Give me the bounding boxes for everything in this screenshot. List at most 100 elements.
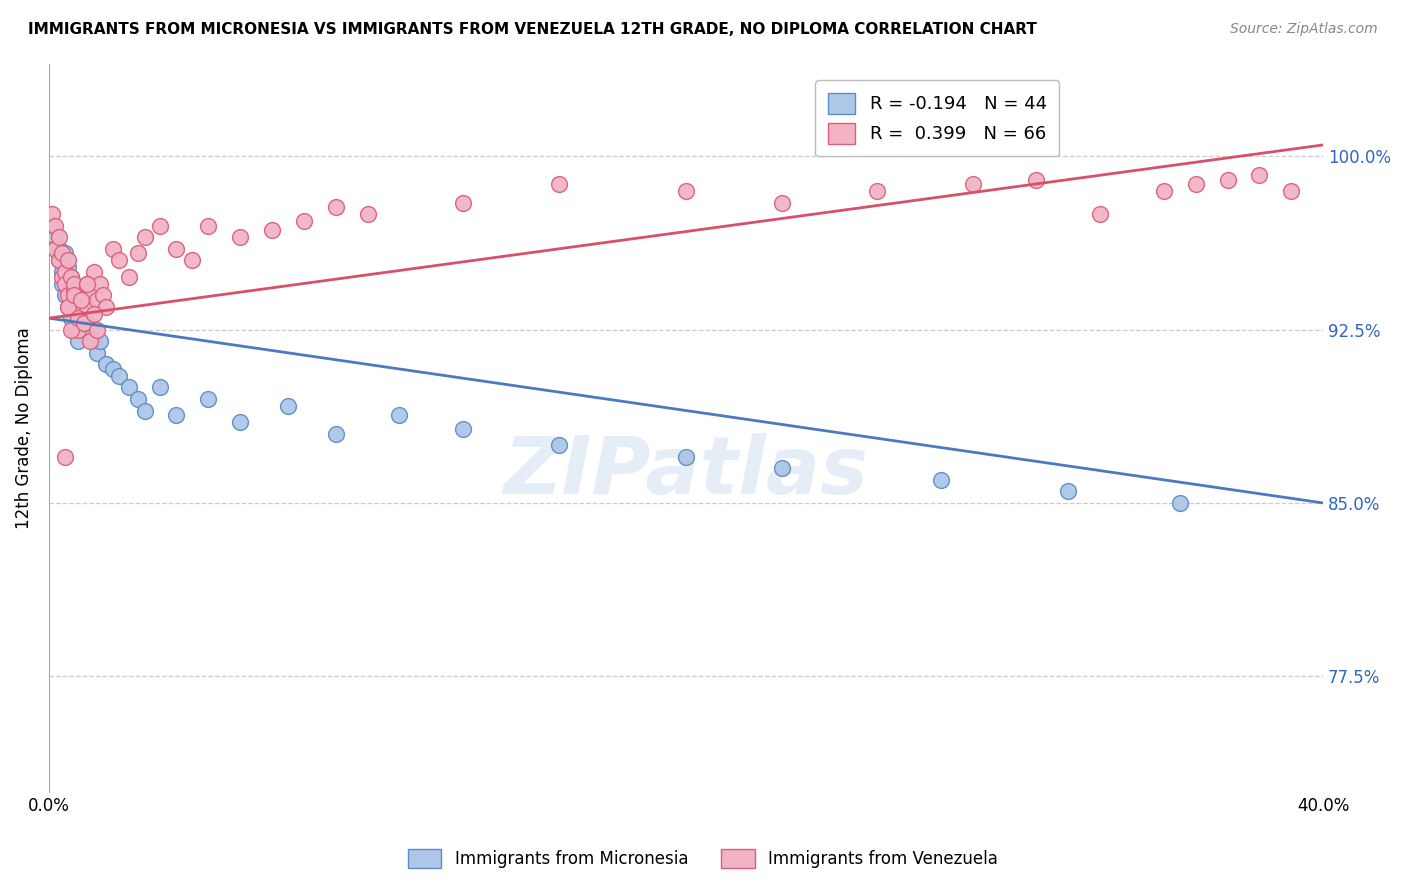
Point [60,323,83,337]
Point [83,334,105,349]
Point [60,311,83,326]
Point [69,293,91,307]
Point [56,288,79,302]
Point [229,415,252,429]
Point [79,323,101,337]
Point [53,277,76,291]
Point [69,288,91,302]
Point [117,380,139,394]
Point [770,461,793,475]
Point [1216,172,1239,186]
Point [76,316,98,330]
Point [73,316,96,330]
Point [165,242,187,256]
Legend: R = -0.194   N = 44, R =  0.399   N = 66: R = -0.194 N = 44, R = 0.399 N = 66 [815,80,1059,156]
Text: IMMIGRANTS FROM MICRONESIA VS IMMIGRANTS FROM VENEZUELA 12TH GRADE, NO DIPLOMA C: IMMIGRANTS FROM MICRONESIA VS IMMIGRANTS… [28,22,1038,37]
Point [41,219,63,233]
Point [44,230,66,244]
Point [51,269,73,284]
Point [181,253,204,268]
Point [86,293,108,307]
Point [53,265,76,279]
Point [63,284,86,298]
Point [86,323,108,337]
Point [96,357,118,371]
Point [53,246,76,260]
Point [51,277,73,291]
Point [1168,496,1191,510]
Point [63,284,86,298]
Point [44,242,66,256]
Point [76,277,98,291]
Point [770,195,793,210]
Point [165,408,187,422]
Point [79,334,101,349]
Point [292,214,315,228]
Point [83,265,105,279]
Point [51,265,73,279]
Point [60,269,83,284]
Point [69,306,91,320]
Point [69,311,91,326]
Point [356,207,378,221]
Point [260,223,283,237]
Point [325,426,347,441]
Point [63,277,86,291]
Point [89,277,111,291]
Point [962,177,984,191]
Point [866,184,889,198]
Point [63,288,86,302]
Point [66,311,89,326]
Point [86,346,108,360]
Point [1057,484,1080,499]
Point [149,380,172,394]
Point [48,230,70,244]
Point [1249,168,1271,182]
Point [83,306,105,320]
Point [73,316,96,330]
Point [66,323,89,337]
Point [127,246,149,260]
Point [60,300,83,314]
Legend: Immigrants from Micronesia, Immigrants from Venezuela: Immigrants from Micronesia, Immigrants f… [401,842,1005,875]
Point [53,288,76,302]
Point [134,403,156,417]
Point [451,422,474,436]
Point [675,184,697,198]
Point [1184,177,1206,191]
Point [197,219,219,233]
Point [117,269,139,284]
Point [1153,184,1175,198]
Point [547,177,569,191]
Point [108,368,131,383]
Point [66,293,89,307]
Point [451,195,474,210]
Point [149,219,172,233]
Point [101,362,124,376]
Point [56,253,79,268]
Point [53,450,76,464]
Point [44,242,66,256]
Point [1279,184,1302,198]
Point [1025,172,1047,186]
Point [48,253,70,268]
Point [41,207,63,221]
Point [48,253,70,268]
Point [56,260,79,275]
Text: Source: ZipAtlas.com: Source: ZipAtlas.com [1230,22,1378,37]
Point [48,242,70,256]
Point [197,392,219,406]
Point [60,269,83,284]
Point [51,246,73,260]
Point [56,300,79,314]
Point [73,300,96,314]
Point [108,253,131,268]
Point [89,334,111,349]
Point [1088,207,1111,221]
Point [277,399,299,413]
Point [547,438,569,452]
Point [56,300,79,314]
Point [44,219,66,233]
Point [79,284,101,298]
Point [675,450,697,464]
